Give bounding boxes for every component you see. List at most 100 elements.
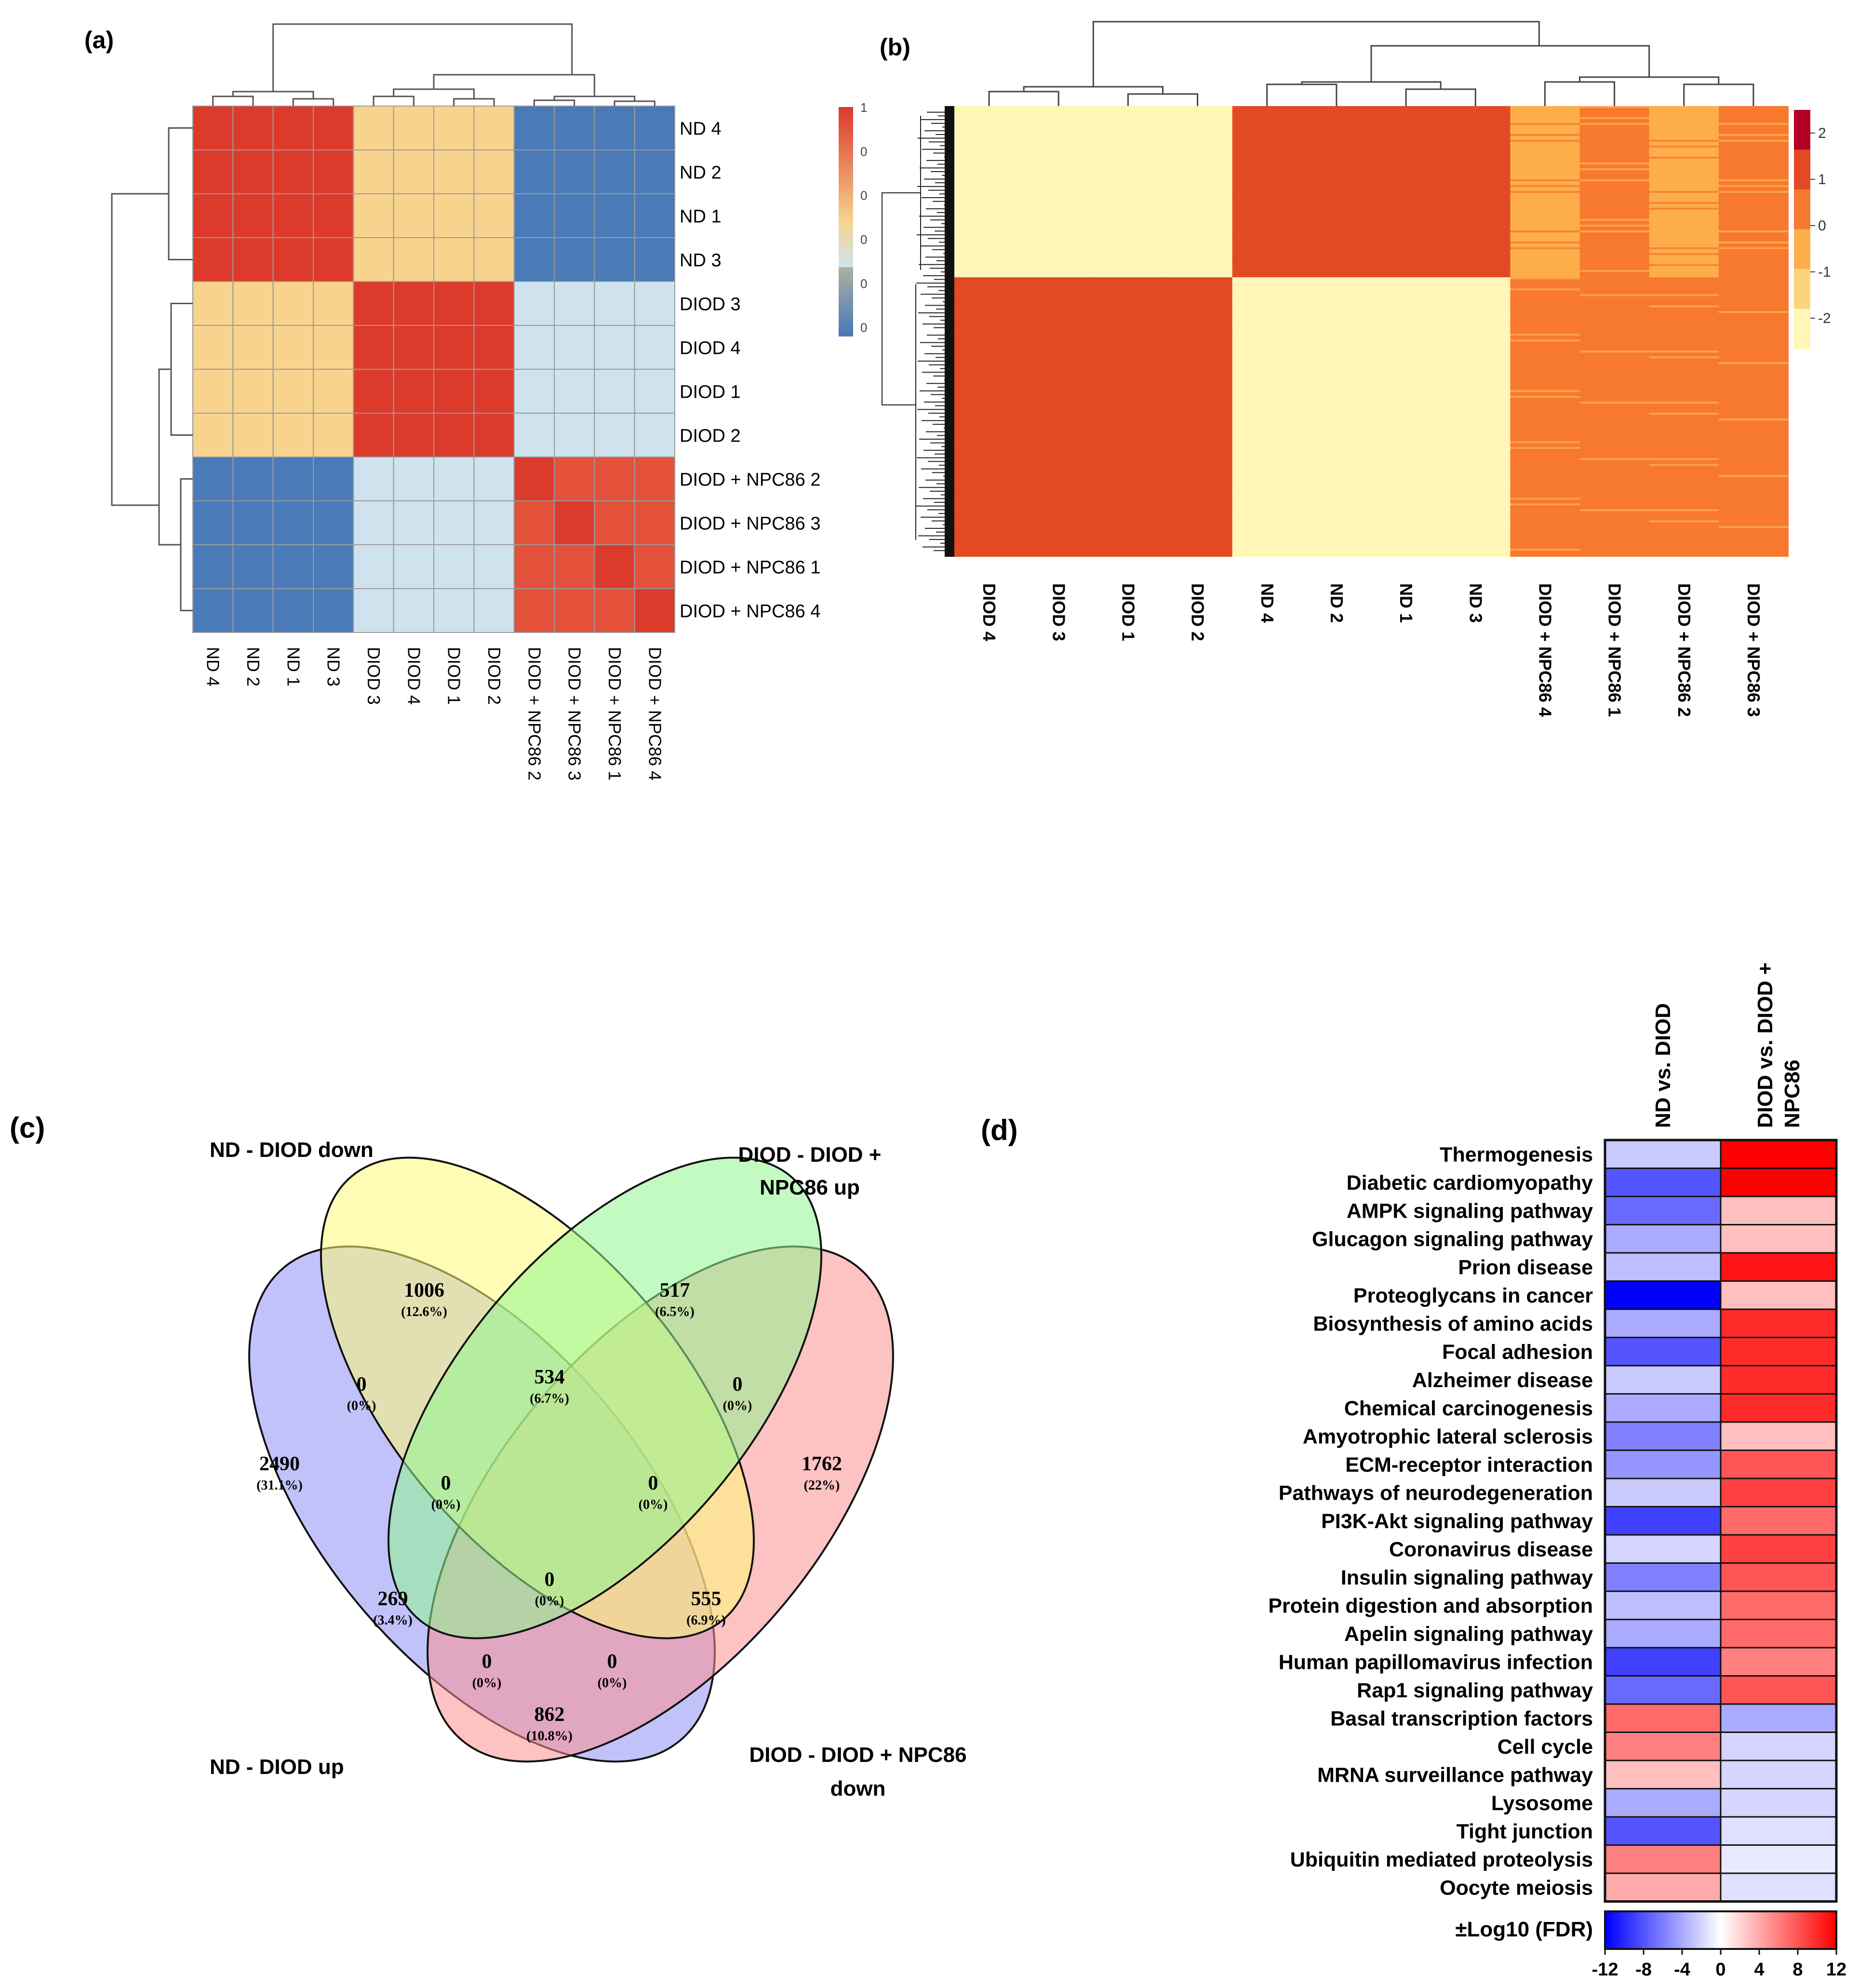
heatmap-cell — [594, 106, 635, 150]
panel-c-venn — [248, 1156, 894, 1763]
heatmap-stripe — [1649, 157, 1719, 159]
heatmap-stripe — [954, 396, 1025, 398]
heatmap-cell — [433, 149, 475, 194]
heatmap-stripe — [1441, 328, 1511, 330]
heatmap-stripe — [1163, 486, 1233, 489]
heatmap-cell — [192, 149, 234, 194]
heatmap-stripe — [1371, 458, 1442, 460]
heatmap-stripe — [1579, 270, 1650, 272]
heatmap-stripe — [1510, 185, 1580, 187]
colorbar-segment — [1692, 1911, 1695, 1949]
colorbar-tick: 1 — [860, 100, 867, 115]
heatmap-stripe — [1232, 390, 1302, 392]
colorbar-segment — [1822, 1911, 1825, 1949]
heatmap-stripe — [1649, 219, 1719, 221]
heatmap-stripe — [1718, 464, 1789, 466]
heatmap-stripe — [1093, 441, 1164, 443]
pathway-cell — [1604, 1844, 1722, 1874]
venn-region-percent: (6.5%) — [655, 1304, 695, 1319]
heatmap-cell — [433, 413, 475, 457]
colorbar-tick: 0 — [860, 144, 867, 159]
heatmap-stripe — [1024, 225, 1094, 227]
colorbar-segment — [1810, 1911, 1813, 1949]
heatmap-stripe — [1093, 390, 1164, 392]
colorbar-segment — [839, 267, 853, 272]
heatmap-stripe — [1579, 526, 1650, 528]
colorbar-segment — [839, 290, 853, 296]
heatmap-stripe — [1024, 447, 1094, 449]
heatmap-stripe — [1024, 464, 1094, 466]
pathway-cell — [1720, 1421, 1837, 1451]
heatmap-stripe — [1232, 202, 1302, 204]
colorbar-segment — [839, 295, 853, 300]
heatmap-stripe — [1649, 202, 1719, 204]
heatmap-stripe — [1441, 317, 1511, 319]
heatmap-stripe — [1371, 334, 1442, 336]
heatmap-stripe — [1441, 202, 1511, 204]
heatmap-stripe — [1579, 350, 1650, 353]
heatmap-stripe — [1579, 334, 1650, 336]
pathway-cell — [1604, 1562, 1722, 1592]
heatmap-stripe — [1232, 106, 1302, 108]
heatmap-a-col-label: DIOD 2 — [484, 647, 504, 705]
venn-region-count: 269 — [378, 1588, 408, 1610]
heatmap-stripe — [1649, 317, 1719, 319]
colorbar-segment — [1794, 309, 1810, 349]
heatmap-stripe — [1441, 288, 1511, 291]
heatmap-stripe — [1163, 202, 1233, 204]
heatmap-stripe — [1093, 356, 1164, 359]
heatmap-cell — [313, 325, 354, 370]
heatmap-stripe — [1024, 179, 1094, 181]
heatmap-cell — [313, 193, 354, 238]
heatmap-stripe — [1163, 191, 1233, 193]
heatmap-stripe — [1301, 356, 1372, 359]
heatmap-stripe — [1718, 288, 1789, 291]
heatmap-stripe — [1579, 481, 1650, 483]
heatmap-stripe — [1371, 242, 1442, 243]
heatmap-stripe — [954, 270, 1025, 272]
heatmap-stripe — [1163, 140, 1233, 142]
heatmap-cell — [513, 544, 555, 589]
colorbar-segment — [1793, 1911, 1796, 1949]
heatmap-stripe — [1163, 179, 1233, 181]
heatmap-cell — [313, 149, 354, 194]
pathway-cell — [1720, 1450, 1837, 1479]
heatmap-stripe — [1024, 334, 1094, 336]
heatmap-cell — [272, 500, 314, 545]
heatmap-stripe — [1024, 219, 1094, 221]
heatmap-stripe — [954, 356, 1025, 359]
dendro-branch — [292, 98, 334, 106]
heatmap-stripe — [954, 526, 1025, 528]
heatmap-a-row-label: ND 3 — [680, 251, 722, 271]
heatmap-stripe — [1024, 339, 1094, 342]
heatmap-cell — [433, 457, 475, 501]
heatmap-stripe — [1510, 549, 1580, 551]
heatmap-stripe — [1024, 311, 1094, 313]
heatmap-stripe — [1649, 396, 1719, 398]
heatmap-stripe — [1510, 270, 1580, 272]
heatmap-stripe — [1441, 305, 1511, 308]
heatmap-stripe — [1718, 543, 1789, 545]
heatmap-stripe — [1093, 225, 1164, 227]
colorbar-segment — [1610, 1911, 1613, 1949]
heatmap-stripe — [954, 146, 1025, 148]
heatmap-stripe — [954, 168, 1025, 170]
colorbar-segment — [1694, 1911, 1697, 1949]
heatmap-cell — [513, 106, 555, 150]
heatmap-cell — [313, 237, 354, 282]
column-header: DIOD vs. DIOD + — [1753, 962, 1777, 1128]
heatmap-stripe — [1371, 264, 1442, 266]
venn-region-count: 0 — [482, 1651, 492, 1673]
heatmap-cell — [634, 588, 675, 633]
heatmap-stripe — [1579, 503, 1650, 506]
heatmap-b-col-label: ND 3 — [1466, 583, 1485, 623]
heatmap-stripe — [1371, 288, 1442, 291]
colorbar-segment — [839, 272, 853, 277]
heatmap-stripe — [1163, 526, 1233, 528]
colorbar-segment — [1759, 1911, 1762, 1949]
venn-region-count: 1006 — [404, 1279, 444, 1302]
dendro-branch — [1370, 45, 1650, 82]
heatmap-cell — [473, 413, 515, 457]
heatmap-cell — [192, 500, 234, 545]
heatmap-stripe — [1301, 230, 1372, 232]
